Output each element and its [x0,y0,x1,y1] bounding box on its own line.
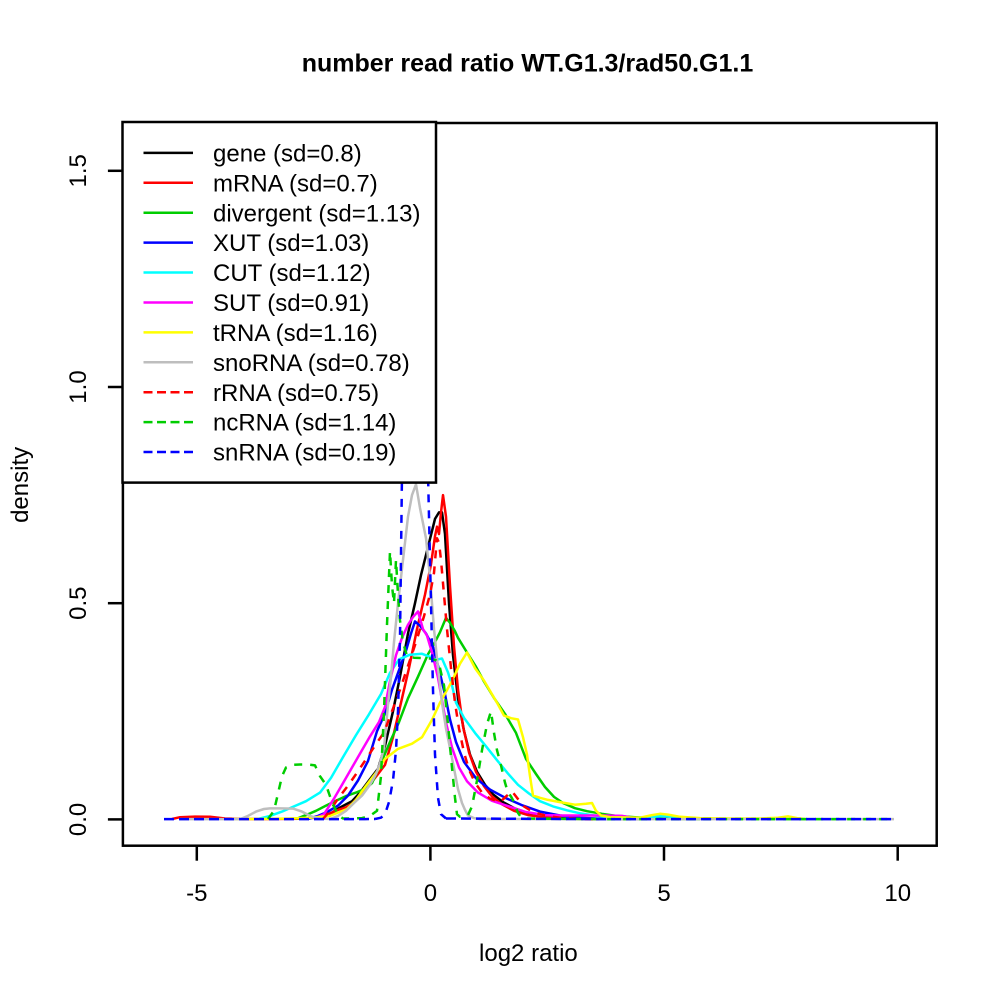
svg-text:snoRNA (sd=0.78): snoRNA (sd=0.78) [213,350,410,377]
svg-text:ncRNA (sd=1.14): ncRNA (sd=1.14) [213,410,396,437]
svg-text:mRNA (sd=0.7): mRNA (sd=0.7) [213,170,378,197]
svg-text:divergent (sd=1.13): divergent (sd=1.13) [213,200,420,227]
svg-text:0: 0 [424,880,437,907]
svg-text:-5: -5 [186,880,207,907]
svg-text:tRNA (sd=1.16): tRNA (sd=1.16) [213,320,378,347]
svg-text:number read ratio WT.G1.3/rad5: number read ratio WT.G1.3/rad50.G1.1 [302,50,754,78]
svg-text:SUT (sd=0.91): SUT (sd=0.91) [213,290,369,317]
svg-text:1.0: 1.0 [65,370,92,403]
svg-text:0.5: 0.5 [65,587,92,620]
svg-text:CUT (sd=1.12): CUT (sd=1.12) [213,260,371,287]
svg-text:10: 10 [884,880,911,907]
svg-text:density: density [7,447,34,523]
svg-text:snRNA (sd=0.19): snRNA (sd=0.19) [213,440,396,467]
svg-text:5: 5 [657,880,670,907]
svg-text:0.0: 0.0 [65,803,92,836]
svg-text:log2 ratio: log2 ratio [479,940,578,967]
svg-text:XUT (sd=1.03): XUT (sd=1.03) [213,230,369,257]
svg-text:gene (sd=0.8): gene (sd=0.8) [213,141,362,168]
svg-text:1.5: 1.5 [65,154,92,187]
svg-text:rRNA (sd=0.75): rRNA (sd=0.75) [213,380,379,407]
